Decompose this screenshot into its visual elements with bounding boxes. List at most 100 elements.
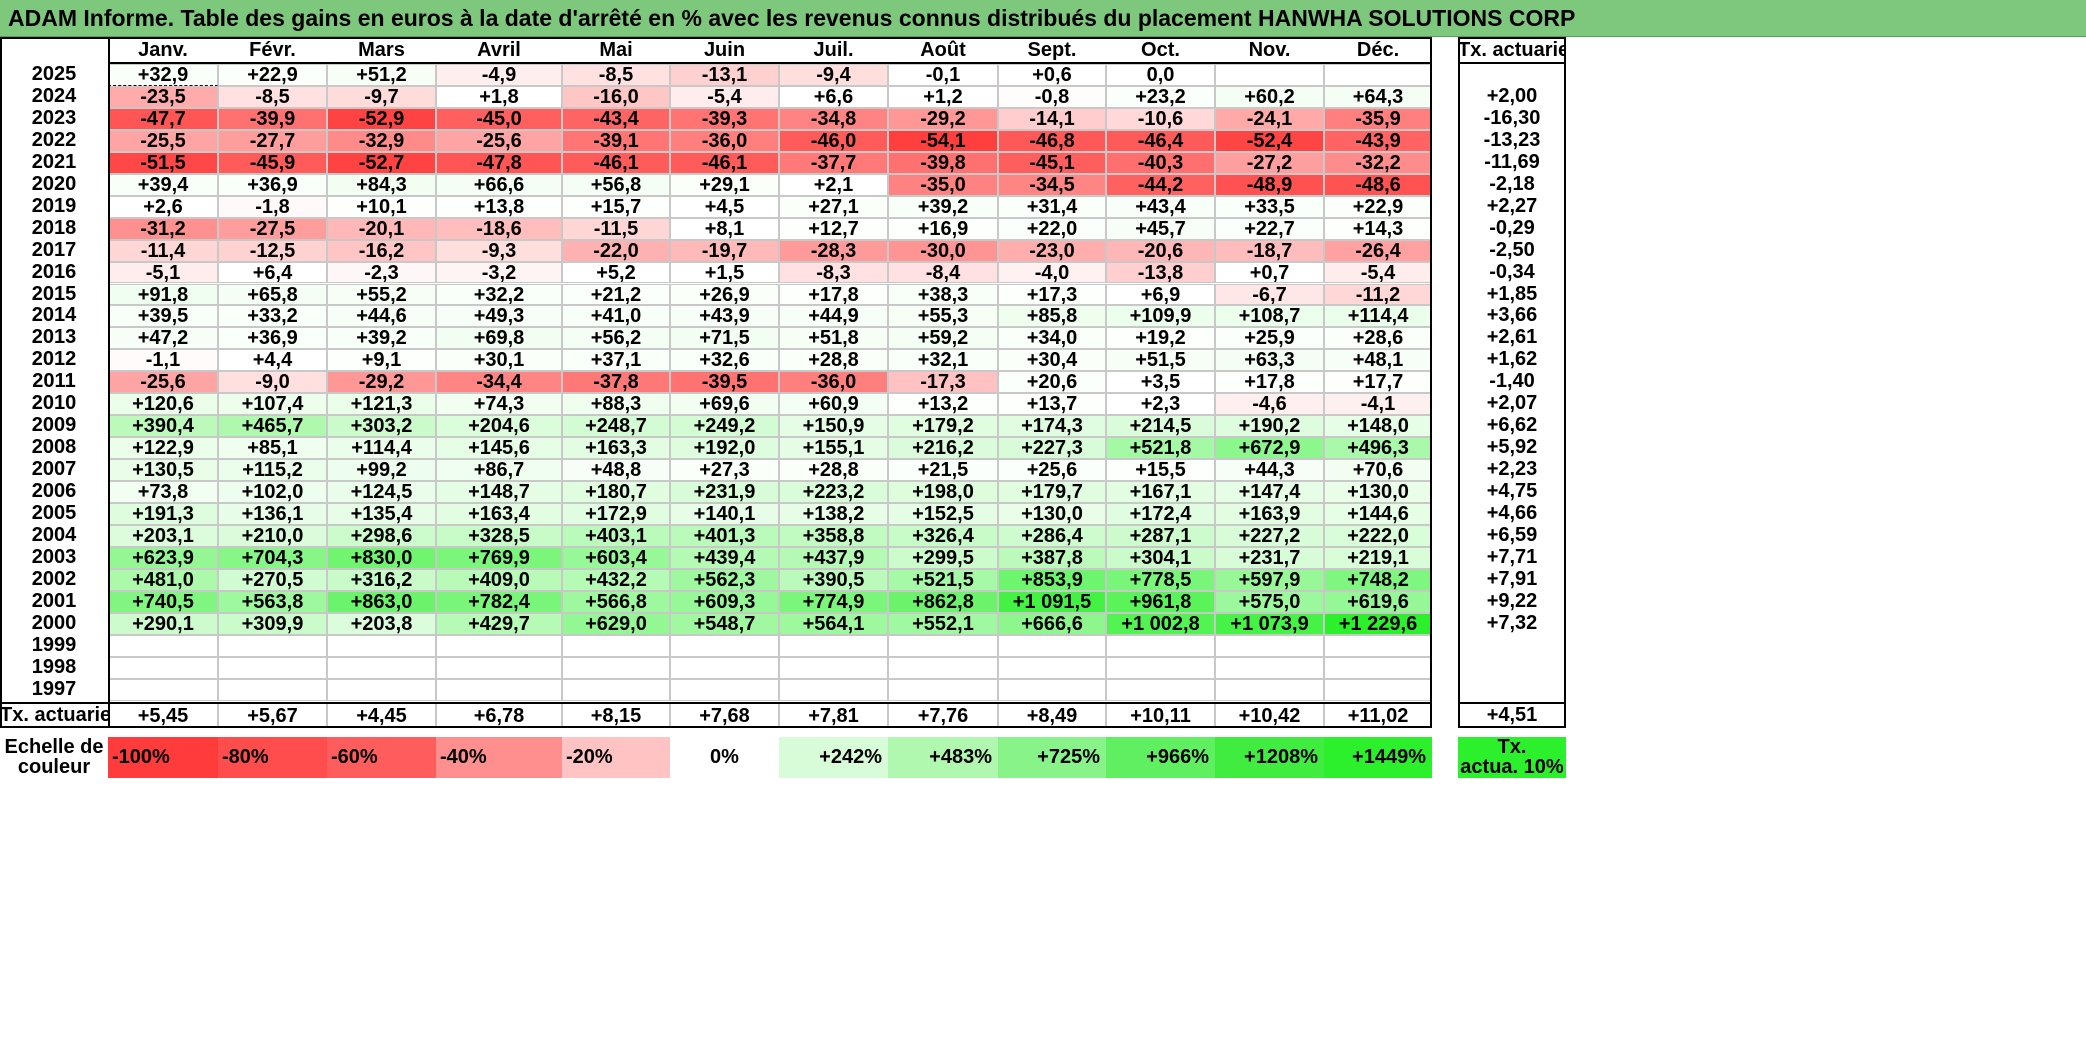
heatmap-cell: -45,1 xyxy=(998,151,1106,174)
heatmap-cell: -35,0 xyxy=(888,173,998,196)
heatmap-cell: +130,0 xyxy=(998,503,1106,525)
year-label: 1999 xyxy=(31,634,77,656)
heatmap-cell: -13,8 xyxy=(1106,261,1215,284)
heatmap-cell: -54,1 xyxy=(888,129,998,152)
scale-swatch: -40% xyxy=(436,737,562,778)
heatmap-cell: -16,0 xyxy=(562,85,670,108)
heatmap-cell: -4,1 xyxy=(1324,393,1432,416)
heatmap-cell: +102,0 xyxy=(218,481,327,503)
heatmap-cell: +44,3 xyxy=(1215,459,1324,482)
heatmap-cell: +28,8 xyxy=(779,349,888,372)
heatmap-cell: +45,7 xyxy=(1106,217,1215,240)
heatmap-cell: -4,6 xyxy=(1215,393,1324,416)
heatmap-cell: -43,4 xyxy=(562,107,670,130)
rate-cell: +1,85 xyxy=(1486,283,1538,305)
month-header: Janv. xyxy=(138,39,188,61)
month-header: Mai xyxy=(599,39,633,61)
heatmap-cell: -25,5 xyxy=(108,129,218,152)
heatmap-cell xyxy=(1215,634,1324,657)
summary-cell: +10,11 xyxy=(1106,702,1215,728)
heatmap-cell: +17,8 xyxy=(1215,371,1324,394)
heatmap-cell: +28,6 xyxy=(1324,327,1432,350)
heatmap-cell: +496,3 xyxy=(1324,437,1432,460)
heatmap-cell: +2,3 xyxy=(1106,393,1215,416)
heatmap-cell: +180,7 xyxy=(562,481,670,503)
heatmap-cell: -46,0 xyxy=(779,129,888,152)
heatmap-cell: +387,8 xyxy=(998,546,1106,569)
heatmap-cell: +429,7 xyxy=(436,612,562,635)
heatmap-cell: -8,5 xyxy=(562,64,670,86)
heatmap-cell: +191,3 xyxy=(108,503,218,525)
year-label: 2016 xyxy=(31,261,77,283)
heatmap-cell: +6,9 xyxy=(1106,283,1215,306)
heatmap-cell: +401,3 xyxy=(670,524,779,547)
heatmap-cell: -47,8 xyxy=(436,151,562,174)
heatmap-cell xyxy=(1215,656,1324,679)
heatmap-cell xyxy=(327,678,436,701)
heatmap-cell: +223,2 xyxy=(779,481,888,503)
heatmap-cell: +290,1 xyxy=(108,612,218,635)
heatmap-cell: +56,2 xyxy=(562,327,670,350)
heatmap-cell: -31,2 xyxy=(108,217,218,240)
heatmap-cell: +439,4 xyxy=(670,546,779,569)
rate-cell: +3,66 xyxy=(1486,305,1538,327)
heatmap-cell: +1,5 xyxy=(670,261,779,284)
heatmap-cell: +39,4 xyxy=(108,173,218,196)
heatmap-cell xyxy=(218,656,327,679)
heatmap-cell: -3,2 xyxy=(436,261,562,284)
summary-cell: +8,49 xyxy=(998,702,1106,728)
heatmap-cell: +27,1 xyxy=(779,195,888,218)
heatmap-cell: +548,7 xyxy=(670,612,779,635)
heatmap-cell: +666,6 xyxy=(998,612,1106,635)
rate-cell: +6,59 xyxy=(1486,524,1538,546)
heatmap-cell: -35,9 xyxy=(1324,107,1432,130)
year-label: 1997 xyxy=(31,678,77,700)
heatmap-cell: +27,3 xyxy=(670,459,779,482)
heatmap-cell: +39,5 xyxy=(108,305,218,328)
heatmap-cell: +304,1 xyxy=(1106,546,1215,569)
heatmap-cell: +155,1 xyxy=(779,437,888,460)
heatmap-cell: +114,4 xyxy=(327,437,436,460)
heatmap-cell: -8,3 xyxy=(779,261,888,284)
scale-swatch: +483% xyxy=(888,737,998,778)
summary-cell: +7,81 xyxy=(779,702,888,728)
summary-cell: +7,76 xyxy=(888,702,998,728)
year-label: 2014 xyxy=(31,305,77,327)
heatmap-cell: +563,8 xyxy=(218,590,327,613)
heatmap-cell: +39,2 xyxy=(327,327,436,350)
heatmap-cell: +43,4 xyxy=(1106,195,1215,218)
heatmap-cell: +1 073,9 xyxy=(1215,612,1324,635)
heatmap-cell: +5,2 xyxy=(562,261,670,284)
heatmap-cell: +167,1 xyxy=(1106,481,1215,503)
year-label: 2004 xyxy=(31,524,77,546)
heatmap-cell: +31,4 xyxy=(998,195,1106,218)
year-label: 2000 xyxy=(31,612,77,634)
heatmap-cell: +37,1 xyxy=(562,349,670,372)
heatmap-cell: +2,6 xyxy=(108,195,218,218)
heatmap-cell: +51,5 xyxy=(1106,349,1215,372)
heatmap-cell: +99,2 xyxy=(327,459,436,482)
heatmap-cell: -27,7 xyxy=(218,129,327,152)
heatmap-cell: -51,5 xyxy=(108,151,218,174)
heatmap-cell: +140,1 xyxy=(670,503,779,525)
heatmap-cell: -20,6 xyxy=(1106,239,1215,262)
heatmap-cell: +575,0 xyxy=(1215,590,1324,613)
month-header: Févr. xyxy=(249,39,296,61)
heatmap-cell: +59,2 xyxy=(888,327,998,350)
heatmap-cell: +298,6 xyxy=(327,524,436,547)
summary-cell: +5,45 xyxy=(108,702,218,728)
heatmap-cell: -37,8 xyxy=(562,371,670,394)
heatmap-cell: +227,3 xyxy=(998,437,1106,460)
heatmap-cell: -37,7 xyxy=(779,151,888,174)
heatmap-cell: +147,4 xyxy=(1215,481,1324,503)
heatmap-cell: +769,9 xyxy=(436,546,562,569)
rate-cell: -2,18 xyxy=(1489,173,1535,195)
heatmap-cell: -17,3 xyxy=(888,371,998,394)
heatmap-cell: +15,7 xyxy=(562,195,670,218)
title-bar: ADAM Informe. Table des gains en euros à… xyxy=(0,0,2086,37)
heatmap-cell xyxy=(1324,656,1432,679)
heatmap-cell: -45,9 xyxy=(218,151,327,174)
year-label: 2017 xyxy=(31,239,77,261)
heatmap-cell: +9,1 xyxy=(327,349,436,372)
heatmap-cell: -11,2 xyxy=(1324,283,1432,306)
